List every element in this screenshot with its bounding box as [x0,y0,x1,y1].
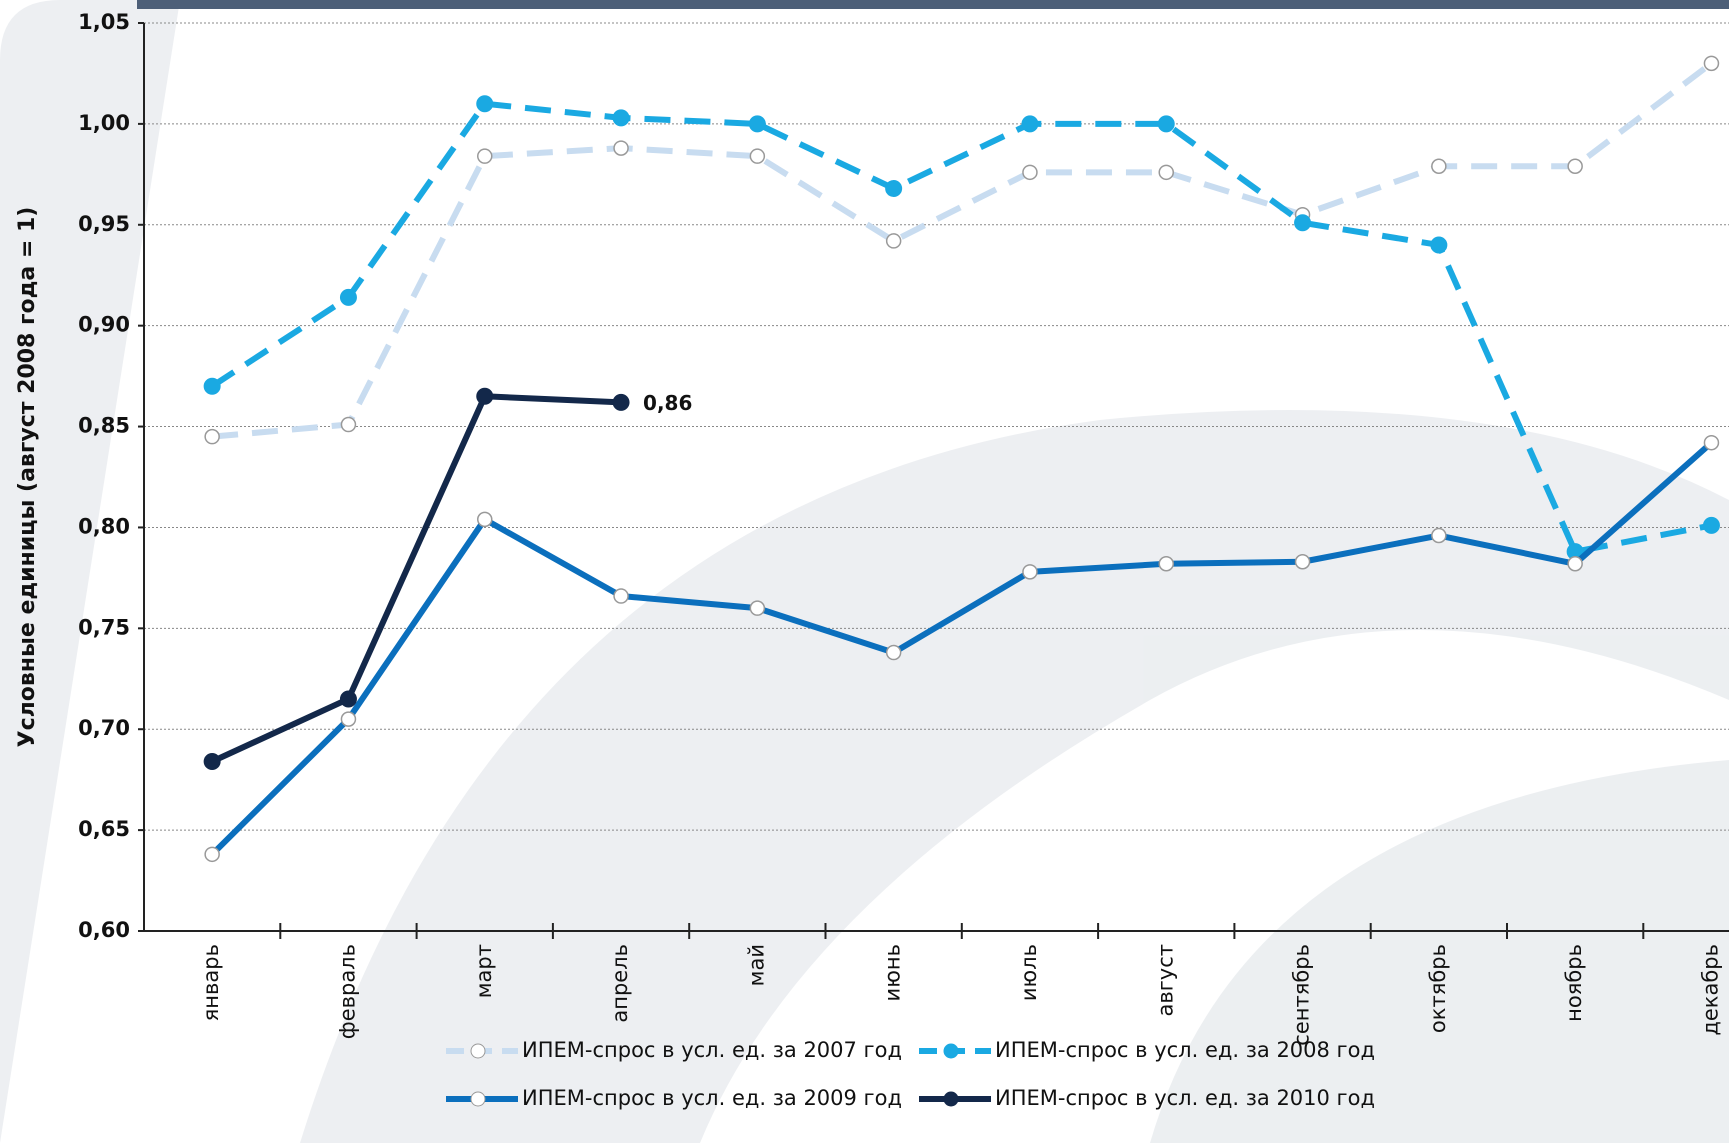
point [1159,557,1173,571]
point [204,754,220,770]
point [205,847,219,861]
y-tick-label: 0,95 [78,212,130,236]
point [749,116,765,132]
point [1158,116,1174,132]
legend-label: ИПЕМ-спрос в усл. ед. за 2009 год [522,1086,902,1110]
y-tick-label: 1,05 [78,10,130,34]
x-tick-label: декабрь [1698,944,1722,1036]
point [477,388,493,404]
header-bar [137,0,1729,9]
point [1703,517,1719,533]
point [478,149,492,163]
point [613,110,629,126]
point [341,712,355,726]
x-tick-label: январь [199,944,223,1021]
point [1431,237,1447,253]
x-tick-label: июнь [881,944,905,1001]
point [1432,159,1446,173]
point [614,589,628,603]
legend-label: ИПЕМ-спрос в усл. ед. за 2010 год [995,1086,1375,1110]
data-label: 0,86 [643,391,692,415]
point [341,418,355,432]
point [478,512,492,526]
point [1295,215,1311,231]
y-axis-label: Условные единицы (август 2008 года = 1) [15,207,40,748]
point [340,289,356,305]
y-tick-label: 0,80 [78,514,130,538]
point [204,378,220,394]
legend-marker [471,1092,485,1106]
point [613,394,629,410]
point [1432,529,1446,543]
y-tick-label: 0,75 [78,615,130,639]
point [1568,557,1582,571]
legend-marker [471,1044,485,1058]
point [1568,159,1582,173]
legend-marker [944,1044,958,1058]
point [750,601,764,615]
y-tick-label: 1,00 [78,111,130,135]
legend-label: ИПЕМ-спрос в усл. ед. за 2007 год [522,1038,902,1062]
point [1023,165,1037,179]
point [1704,56,1718,70]
x-tick-label: ноябрь [1562,944,1586,1022]
y-tick-label: 0,85 [78,414,130,438]
y-tick-label: 0,70 [78,716,130,740]
legend-label: ИПЕМ-спрос в усл. ед. за 2008 год [995,1038,1375,1062]
y-tick-label: 0,60 [78,918,130,942]
point [750,149,764,163]
point [1023,565,1037,579]
point [1296,555,1310,569]
x-tick-label: март [472,944,496,998]
y-tick-label: 0,65 [78,817,130,841]
point [205,430,219,444]
point [886,180,902,196]
x-tick-label: сентябрь [1290,944,1314,1046]
point [1022,116,1038,132]
chart: Условные единицы (август 2008 года = 1) … [0,0,1729,1143]
legend-marker [944,1092,958,1106]
point [340,691,356,707]
x-tick-label: апрель [608,944,632,1023]
x-tick-label: июль [1017,944,1041,1001]
point [614,141,628,155]
point [887,646,901,660]
x-tick-label: февраль [335,944,359,1039]
x-tick-label: май [744,944,768,986]
point [887,234,901,248]
point [1704,436,1718,450]
point [1159,165,1173,179]
x-tick-label: октябрь [1426,944,1450,1033]
point [477,96,493,112]
x-tick-label: август [1153,944,1177,1017]
y-tick-label: 0,90 [78,313,130,337]
